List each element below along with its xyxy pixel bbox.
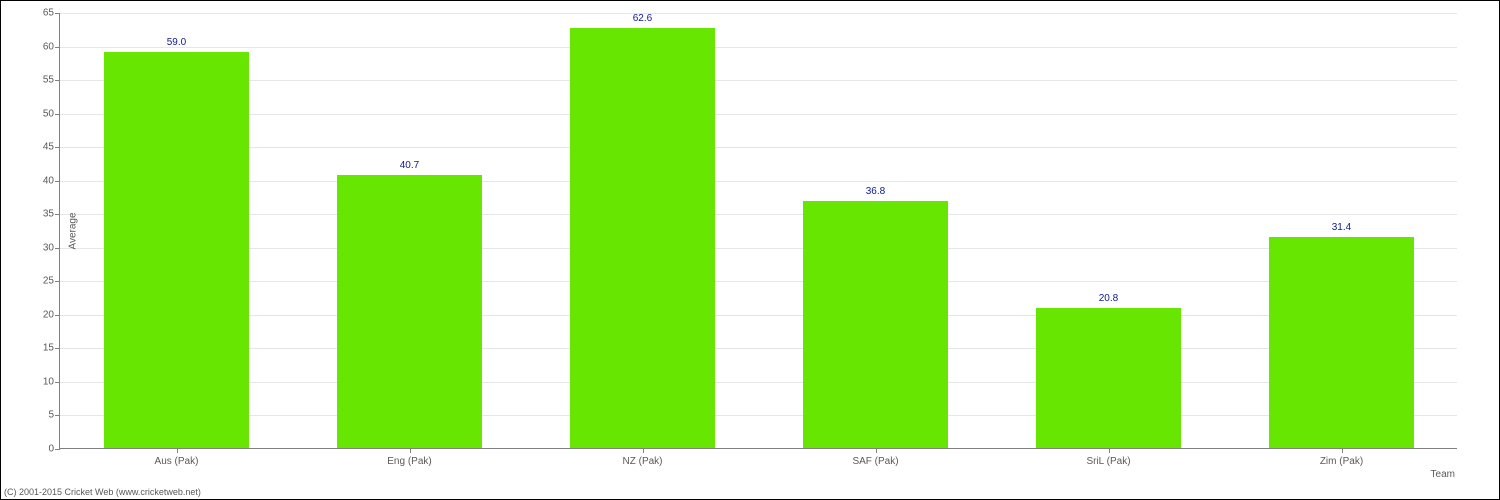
- x-axis-title: Team: [1431, 469, 1455, 480]
- y-tick-label: 0: [48, 444, 60, 455]
- gridline: [60, 80, 1457, 81]
- gridline: [60, 415, 1457, 416]
- y-tick-label: 35: [43, 209, 60, 220]
- bar: 59.0: [104, 52, 248, 448]
- gridline: [60, 13, 1457, 14]
- bar-value-label: 40.7: [400, 160, 419, 171]
- gridline: [60, 147, 1457, 148]
- gridline: [60, 181, 1457, 182]
- x-tick-label: SriL (Pak): [1086, 448, 1130, 467]
- y-tick-label: 40: [43, 175, 60, 186]
- gridline: [60, 382, 1457, 383]
- y-axis-title: Average: [68, 212, 79, 249]
- y-tick-label: 60: [43, 41, 60, 52]
- y-tick-label: 5: [48, 410, 60, 421]
- x-tick-label: Aus (Pak): [155, 448, 199, 467]
- bar: 36.8: [803, 201, 947, 448]
- y-tick-label: 15: [43, 343, 60, 354]
- x-tick-label: NZ (Pak): [623, 448, 663, 467]
- bar: 62.6: [570, 28, 714, 448]
- x-tick-label: SAF (Pak): [852, 448, 898, 467]
- gridline: [60, 281, 1457, 282]
- bar-value-label: 31.4: [1332, 222, 1351, 233]
- y-tick-label: 10: [43, 376, 60, 387]
- y-tick-label: 55: [43, 75, 60, 86]
- y-tick-label: 30: [43, 242, 60, 253]
- bar-value-label: 36.8: [866, 186, 885, 197]
- y-tick-label: 50: [43, 108, 60, 119]
- x-tick-label: Zim (Pak): [1320, 448, 1363, 467]
- plot-area: 0510152025303540455055606559.0Aus (Pak)4…: [59, 13, 1457, 449]
- y-tick-label: 25: [43, 276, 60, 287]
- bar: 31.4: [1269, 237, 1413, 448]
- gridline: [60, 348, 1457, 349]
- gridline: [60, 114, 1457, 115]
- x-tick-label: Eng (Pak): [387, 448, 431, 467]
- gridline: [60, 248, 1457, 249]
- bar-value-label: 20.8: [1099, 293, 1118, 304]
- bar: 40.7: [337, 175, 481, 448]
- footer-credit: (C) 2001-2015 Cricket Web (www.cricketwe…: [4, 487, 201, 497]
- gridline: [60, 47, 1457, 48]
- bar: 20.8: [1036, 308, 1180, 448]
- y-tick-label: 65: [43, 8, 60, 19]
- y-tick-label: 45: [43, 142, 60, 153]
- y-tick-label: 20: [43, 309, 60, 320]
- gridline: [60, 214, 1457, 215]
- bar-value-label: 59.0: [167, 37, 186, 48]
- chart-frame: 0510152025303540455055606559.0Aus (Pak)4…: [0, 0, 1500, 500]
- chart-plot-wrap: 0510152025303540455055606559.0Aus (Pak)4…: [59, 13, 1457, 449]
- gridline: [60, 315, 1457, 316]
- bar-value-label: 62.6: [633, 13, 652, 24]
